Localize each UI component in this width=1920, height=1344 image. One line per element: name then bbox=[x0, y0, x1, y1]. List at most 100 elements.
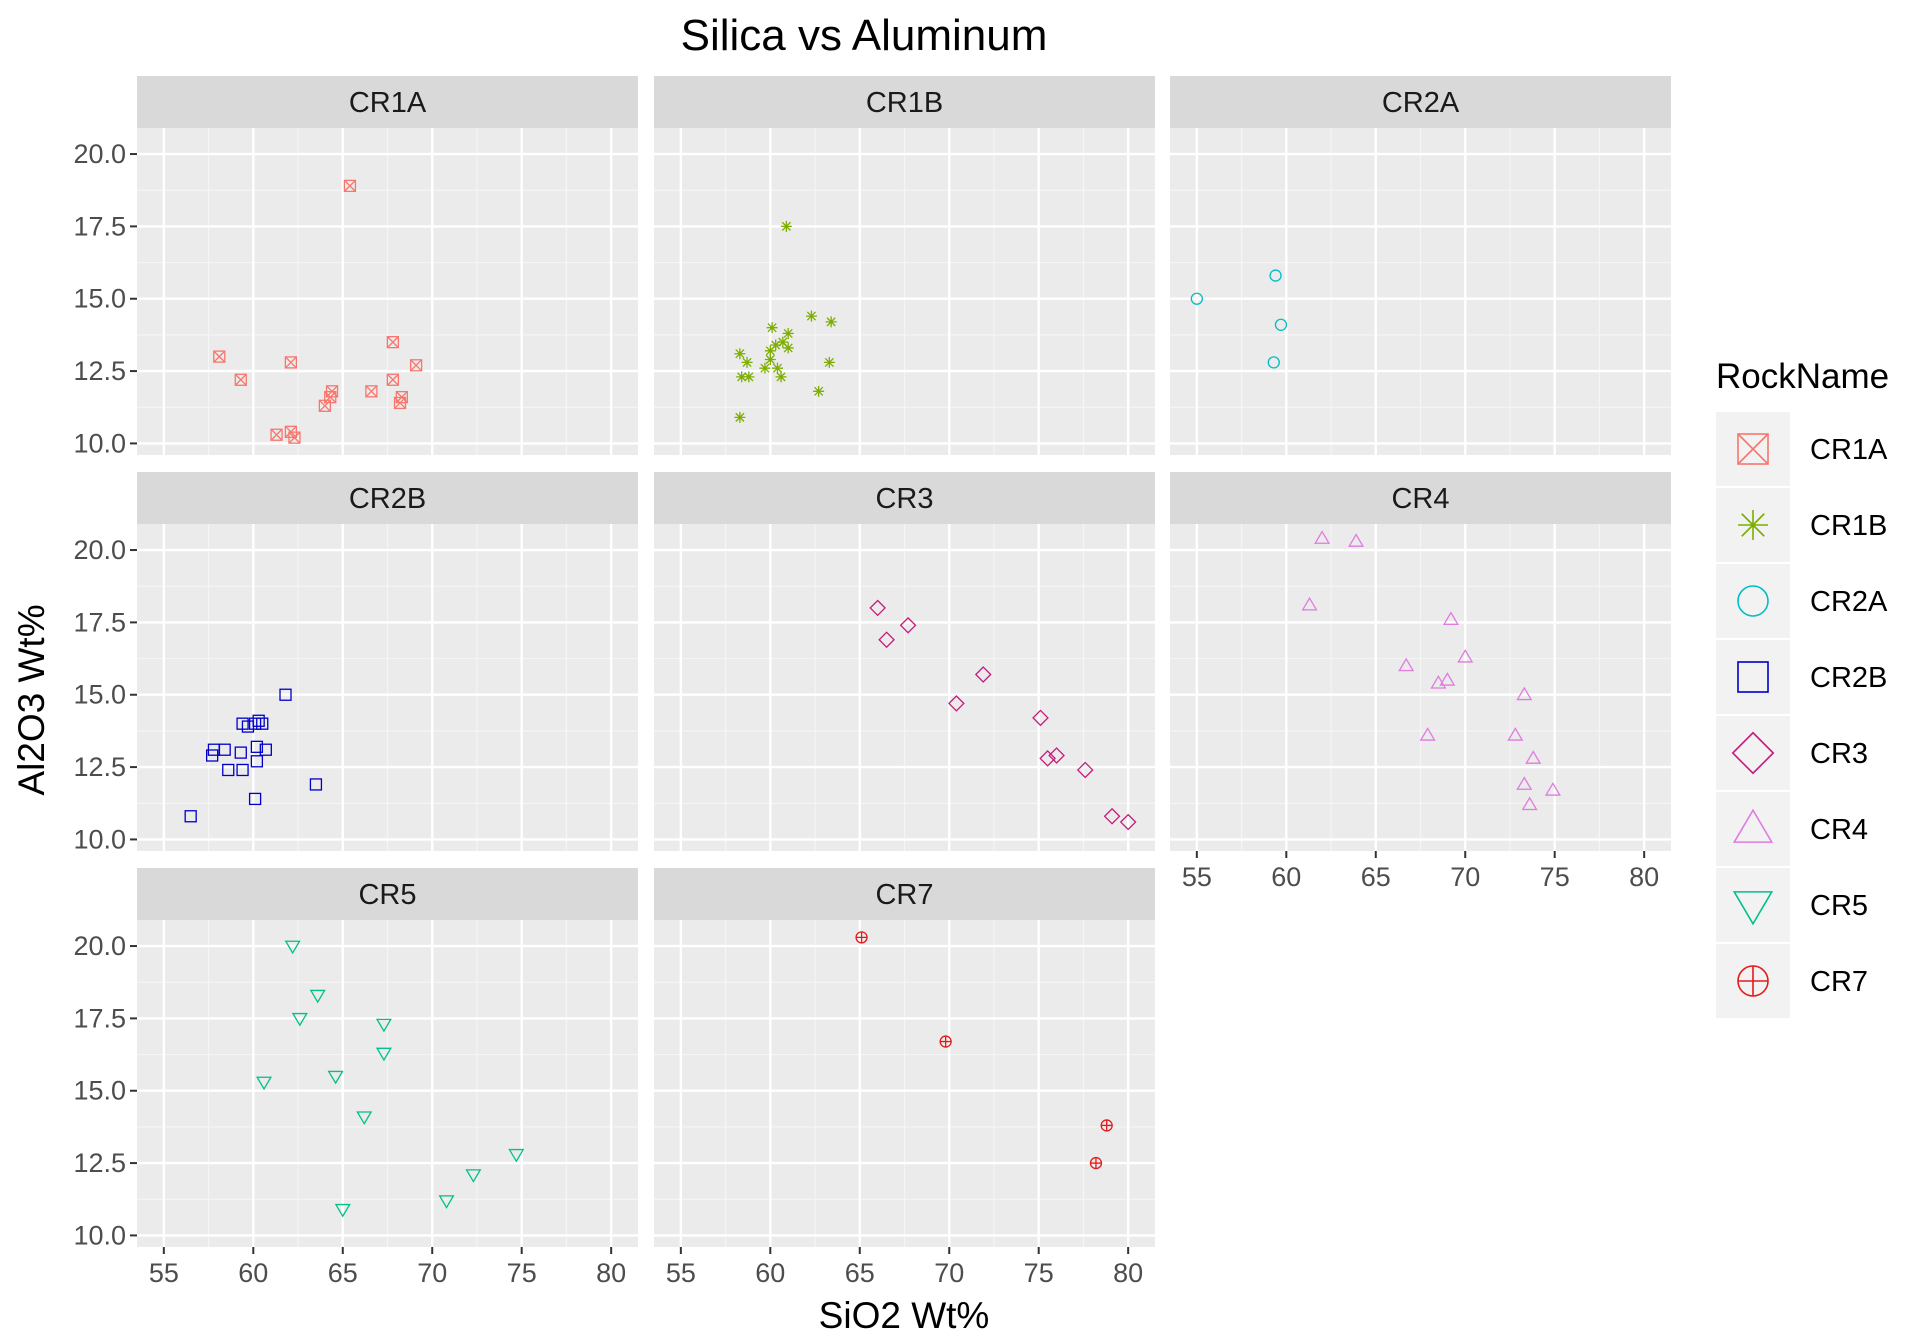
data-point-cr7 bbox=[939, 1035, 952, 1048]
data-point-cr3 bbox=[899, 616, 917, 634]
facet-strip bbox=[1170, 76, 1671, 128]
data-point-cr1b bbox=[764, 354, 776, 366]
data-point-cr1b bbox=[771, 362, 783, 374]
data-point-cr1a bbox=[386, 373, 400, 386]
legend-symbol bbox=[1731, 731, 1775, 775]
data-point-cr1a bbox=[409, 359, 423, 372]
data-point-cr2a bbox=[1274, 318, 1288, 331]
x-tick-label: 70 bbox=[934, 1258, 964, 1288]
facet-strip bbox=[654, 76, 1155, 128]
data-point-cr1b bbox=[764, 345, 776, 357]
y-tick-label: 12.5 bbox=[73, 752, 126, 782]
legend-item-cr1b: CR1B bbox=[1716, 488, 1887, 562]
y-tick-label: 10.0 bbox=[73, 1220, 126, 1250]
data-point-cr5 bbox=[375, 1018, 392, 1033]
legend-item-cr2b: CR2B bbox=[1716, 640, 1887, 714]
x-tick-label: 80 bbox=[596, 1258, 626, 1288]
x-tick-label: 65 bbox=[845, 1258, 875, 1288]
facet-strip-label: CR5 bbox=[358, 879, 416, 911]
legend-symbol bbox=[1732, 808, 1774, 843]
data-point-cr1a bbox=[318, 399, 332, 412]
data-point-cr2b bbox=[234, 746, 247, 759]
data-point-cr4 bbox=[1398, 657, 1415, 672]
x-tick-label: 75 bbox=[507, 1258, 537, 1288]
x-tick-label: 55 bbox=[666, 1258, 696, 1288]
data-point-cr4 bbox=[1348, 533, 1365, 547]
data-point-cr1a bbox=[288, 431, 301, 444]
legend-key bbox=[1716, 640, 1790, 714]
x-tick-label: 65 bbox=[1361, 862, 1391, 892]
data-point-cr1b bbox=[777, 336, 789, 348]
y-tick-label: 12.5 bbox=[73, 356, 126, 386]
x-tick-label: 70 bbox=[1450, 862, 1480, 892]
data-point-cr3 bbox=[1103, 807, 1121, 825]
data-point-cr4 bbox=[1516, 686, 1533, 701]
x-tick-label: 60 bbox=[238, 1258, 268, 1288]
legend-symbol bbox=[1738, 510, 1768, 540]
data-point-cr4 bbox=[1442, 611, 1459, 625]
data-point-cr1a bbox=[343, 179, 357, 193]
facet-panel-cr1a: CR1A 10.0 12.5 15.0 17.5 20.0 bbox=[73, 76, 638, 458]
facet-strip bbox=[137, 868, 638, 920]
data-point-cr2b bbox=[256, 717, 269, 730]
data-point-cr2a bbox=[1269, 269, 1282, 282]
data-point-cr1a bbox=[234, 373, 247, 386]
data-point-cr5 bbox=[291, 1012, 308, 1027]
data-point-cr1b bbox=[825, 316, 837, 328]
data-point-cr5 bbox=[465, 1169, 482, 1183]
facet-panels: CR1A 10.0 12.5 15.0 17.5 20.0 CR1B CR2A CR2B 10.0… bbox=[73, 76, 1671, 1288]
legend-key bbox=[1716, 716, 1790, 790]
y-tick-label: 20.0 bbox=[73, 139, 126, 169]
data-point-cr5 bbox=[256, 1076, 273, 1091]
data-point-cr5 bbox=[284, 940, 301, 955]
legend-symbol bbox=[1737, 661, 1769, 693]
legend-symbol bbox=[1737, 965, 1769, 997]
y-axis-title: Al2O3 Wt% bbox=[11, 604, 52, 795]
legend-label: CR2A bbox=[1810, 586, 1888, 618]
data-point-cr7 bbox=[1100, 1119, 1113, 1132]
data-point-cr5 bbox=[375, 1047, 392, 1062]
data-point-cr1b bbox=[805, 310, 817, 322]
data-point-cr1b bbox=[775, 371, 787, 383]
legend-symbol bbox=[1737, 433, 1769, 465]
data-point-cr1b bbox=[813, 385, 825, 397]
facet-panel-cr1b: CR1B bbox=[654, 76, 1155, 455]
x-tick-label: 75 bbox=[1024, 1258, 1054, 1288]
data-point-cr1b bbox=[741, 356, 753, 368]
y-tick-label: 10.0 bbox=[73, 428, 126, 458]
data-point-cr2b bbox=[222, 763, 235, 777]
facet-panel-cr2b: CR2B 10.0 12.5 15.0 17.5 20.0 bbox=[73, 472, 638, 854]
data-point-cr3 bbox=[869, 599, 887, 617]
facet-strip bbox=[654, 868, 1155, 920]
legend-label: CR1A bbox=[1810, 434, 1888, 466]
y-tick-label: 15.0 bbox=[73, 1076, 126, 1106]
facet-strip bbox=[137, 76, 638, 128]
data-point-cr4 bbox=[1314, 530, 1331, 544]
legend-item-cr7: CR7 bbox=[1716, 944, 1868, 1018]
y-tick-label: 20.0 bbox=[73, 535, 126, 565]
facet-strip bbox=[654, 472, 1155, 524]
data-point-cr1a bbox=[284, 356, 298, 369]
legend-key bbox=[1716, 792, 1790, 866]
data-point-cr2b bbox=[218, 743, 231, 756]
data-point-cr2b bbox=[250, 740, 264, 753]
facet-strip bbox=[1170, 472, 1671, 524]
facet-strip-label: CR1A bbox=[349, 87, 427, 119]
legend-label: CR1B bbox=[1810, 510, 1887, 542]
data-point-cr1b bbox=[736, 371, 748, 383]
data-point-cr2b bbox=[248, 717, 262, 730]
legend: RockName CR1A CR1B CR2A CR2B CR3 CR4 CR5 CR7 bbox=[1716, 357, 1889, 1018]
y-tick-label: 15.0 bbox=[73, 680, 126, 710]
data-point-cr4 bbox=[1516, 776, 1533, 790]
data-point-cr5 bbox=[438, 1195, 455, 1209]
data-point-cr1b bbox=[734, 348, 746, 360]
x-tick-label: 75 bbox=[1540, 862, 1570, 892]
x-tick-label: 55 bbox=[149, 1258, 179, 1288]
legend-label: CR2B bbox=[1810, 662, 1887, 694]
data-point-cr3 bbox=[974, 666, 992, 683]
facet-strip-label: CR4 bbox=[1391, 483, 1449, 515]
data-point-cr4 bbox=[1419, 727, 1436, 741]
y-tick-label: 15.0 bbox=[73, 284, 126, 314]
facet-strip bbox=[137, 472, 638, 524]
facet-strip-label: CR2A bbox=[1382, 87, 1460, 119]
